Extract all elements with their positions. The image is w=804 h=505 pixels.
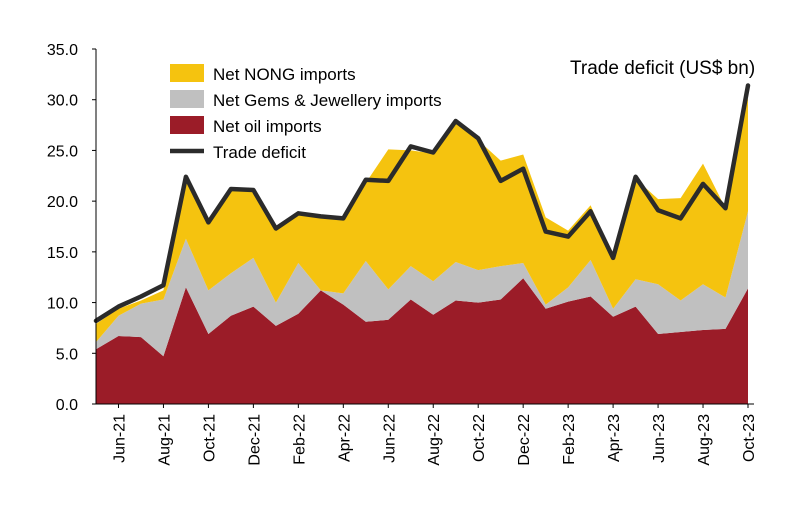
x-axis-ticks: Jun-21 Aug-21 Oct-21 Dec-21 Feb-22 Apr-22 Jun-… [112, 404, 758, 466]
x-tick-label: Aug-23 [696, 414, 713, 466]
x-tick-label: Dec-22 [516, 414, 533, 466]
legend: Net NONG imports Net Gems & Jewellery imp… [170, 64, 442, 162]
trade-deficit-line [93, 83, 751, 324]
y-tick-label: 20.0 [47, 194, 78, 211]
x-tick-label: Apr-23 [606, 414, 623, 462]
y-axis-ticks: 0.0 5.0 10.0 15.0 20.0 25.0 30.0 35.0 [47, 42, 96, 414]
area-net-nong-imports [96, 97, 748, 343]
y-tick-label: 0.0 [56, 397, 78, 414]
x-tick-label: Feb-22 [291, 414, 308, 465]
x-tick-label: Jun-21 [112, 414, 129, 463]
legend-swatch-net-oil-imports [170, 116, 204, 134]
area-net-gems-jewellery-imports [96, 211, 748, 357]
x-tick-label: Oct-21 [201, 414, 218, 462]
legend-swatch-net-gems-jewellery-imports [170, 90, 204, 108]
y-tick-label: 35.0 [47, 42, 78, 59]
x-tick-label: Dec-21 [246, 414, 263, 466]
trade-deficit-annotation: Trade deficit (US$ bn) [570, 58, 755, 79]
y-tick-label: 15.0 [47, 245, 78, 262]
x-tick-label: Feb-23 [561, 414, 578, 465]
axes [95, 49, 754, 405]
trade-deficit-line-layer [93, 83, 751, 324]
y-tick-label: 10.0 [47, 296, 78, 313]
legend-label-net-gems-jewellery-imports: Net Gems & Jewellery imports [213, 91, 442, 110]
x-tick-label: Aug-22 [426, 414, 443, 466]
legend-label-net-nong-imports: Net NONG imports [213, 65, 356, 84]
x-tick-label: Jun-22 [381, 414, 398, 463]
x-tick-label: Oct-23 [741, 414, 758, 462]
y-tick-label: 30.0 [47, 93, 78, 110]
x-tick-label: Jun-23 [651, 414, 668, 463]
legend-label-trade-deficit: Trade deficit [213, 143, 306, 162]
x-tick-label: Aug-21 [156, 414, 173, 466]
x-tick-label: Oct-22 [471, 414, 488, 462]
x-tick-label: Apr-22 [336, 414, 353, 462]
legend-swatch-net-nong-imports [170, 64, 204, 82]
stacked-areas [96, 97, 748, 404]
area-net-oil-imports [96, 278, 748, 404]
legend-label-net-oil-imports: Net oil imports [213, 117, 322, 136]
y-tick-label: 25.0 [47, 143, 78, 160]
y-tick-label: 5.0 [56, 346, 78, 363]
